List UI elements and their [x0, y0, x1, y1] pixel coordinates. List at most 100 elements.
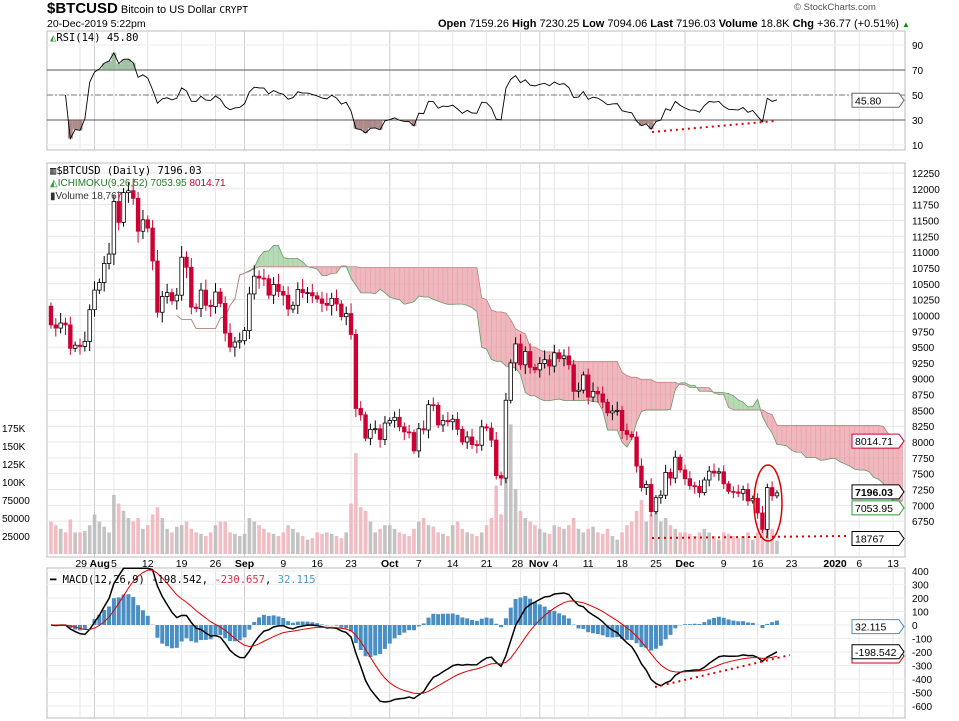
- macd-histogram-bar: [320, 624, 324, 625]
- cloud-segment: [360, 267, 366, 294]
- cloud-segment: [505, 312, 512, 368]
- cloud-segment: [287, 258, 294, 268]
- volume-bar: [620, 532, 624, 554]
- volume-bar: [717, 539, 721, 554]
- cloud-segment: [462, 267, 468, 306]
- candle: [48, 305, 54, 326]
- candle: [58, 322, 63, 329]
- candle: [677, 456, 683, 471]
- signal-line: [50, 569, 778, 695]
- candle: [131, 190, 136, 199]
- macd-histogram-bar: [518, 597, 523, 625]
- instrument-name: Bitcoin to US Dollar: [120, 4, 217, 16]
- candle: [203, 289, 209, 306]
- candle: [610, 410, 615, 414]
- macd-histogram-bar: [218, 625, 223, 636]
- macd-histogram-bar: [126, 594, 131, 625]
- ichimoku-b-tag-box: [851, 433, 905, 449]
- candle: [358, 408, 363, 416]
- x-tick-label: 25: [650, 558, 662, 570]
- volume-bar: [339, 538, 344, 554]
- cloud-segment: [500, 311, 507, 367]
- x-tick-label: 28: [512, 558, 524, 570]
- rsi-trendline-annotation: [651, 120, 776, 133]
- last-value: 7196.03: [675, 18, 716, 30]
- rsi-tick-label: 10: [912, 141, 924, 152]
- candle: [324, 302, 330, 306]
- volume-bar: [276, 536, 281, 554]
- cloud-segment: [544, 351, 550, 401]
- cloud-segment: [699, 387, 705, 392]
- volume-bar: [286, 525, 290, 554]
- macd-histogram-bar: [557, 613, 562, 625]
- volume-bar: [678, 532, 682, 554]
- candle: [697, 485, 702, 494]
- volume-bar: [775, 540, 779, 554]
- macd-signal: -230.657: [214, 574, 265, 586]
- macd-histogram-bar: [421, 623, 426, 625]
- cloud-segment: [379, 267, 386, 294]
- volume-bar: [465, 532, 469, 554]
- candle: [445, 420, 451, 423]
- candle: [402, 426, 407, 433]
- volume-bar: [683, 532, 687, 554]
- volume-bar: [291, 528, 295, 554]
- cloud-segment: [791, 425, 797, 453]
- macd-histogram-bar: [528, 598, 533, 625]
- candle: [711, 470, 717, 474]
- volume-bar: [576, 528, 581, 554]
- candle: [479, 426, 484, 446]
- volume-bar: [528, 521, 532, 554]
- cloud-segment: [399, 267, 405, 305]
- volume-bar: [629, 521, 634, 554]
- macd-histogram-bar: [683, 624, 687, 625]
- x-tick-label: 9: [721, 558, 727, 570]
- volume-bar: [175, 526, 179, 554]
- candle: [760, 512, 765, 530]
- volume-bar: [755, 532, 760, 554]
- candle: [198, 289, 204, 309]
- macd-histogram-bar: [363, 625, 368, 657]
- candle: [687, 478, 693, 487]
- cloud-segment: [805, 425, 812, 458]
- x-tick-label: 11: [583, 558, 594, 570]
- candle: [392, 416, 397, 421]
- candle: [508, 362, 513, 401]
- candle: [266, 278, 271, 296]
- volume-bar: [199, 533, 203, 554]
- volume-bar: [315, 532, 319, 554]
- volume-bar: [426, 525, 431, 554]
- candle: [92, 289, 97, 311]
- cloud-segment: [408, 267, 415, 304]
- candle: [363, 414, 368, 439]
- macd-histogram-bar: [436, 614, 441, 625]
- macd-histogram-bar: [474, 620, 479, 625]
- macd-trendline-annotation: [654, 654, 791, 688]
- macd-histogram-bar: [523, 596, 528, 625]
- macd-histogram-bar: [402, 625, 407, 633]
- volume-tick-label: 100K: [2, 478, 26, 489]
- cloud-segment: [704, 387, 710, 392]
- x-tick-label: Sep: [235, 558, 254, 570]
- volume-bar: [508, 424, 513, 554]
- macd-histogram-bar: [116, 597, 121, 625]
- cloud-segment: [650, 379, 657, 411]
- candle: [639, 465, 644, 489]
- cloud-segment: [404, 267, 410, 305]
- candle: [416, 428, 421, 452]
- cloud-segment: [815, 425, 821, 461]
- volume-bar: [305, 539, 310, 554]
- candle: [184, 256, 189, 268]
- candle: [740, 489, 746, 494]
- volume-bar: [663, 518, 668, 554]
- volume-bar: [266, 532, 271, 554]
- macd-histogram-bar: [731, 620, 736, 625]
- rsi-overbought-fill: [130, 62, 136, 70]
- volume-bar: [392, 528, 397, 554]
- cloud-segment: [534, 346, 541, 400]
- cloud-segment: [457, 267, 463, 305]
- volume-bar: [736, 538, 741, 554]
- volume-bar: [194, 532, 198, 554]
- cloud-segment: [263, 250, 270, 268]
- volume-bar: [141, 528, 145, 554]
